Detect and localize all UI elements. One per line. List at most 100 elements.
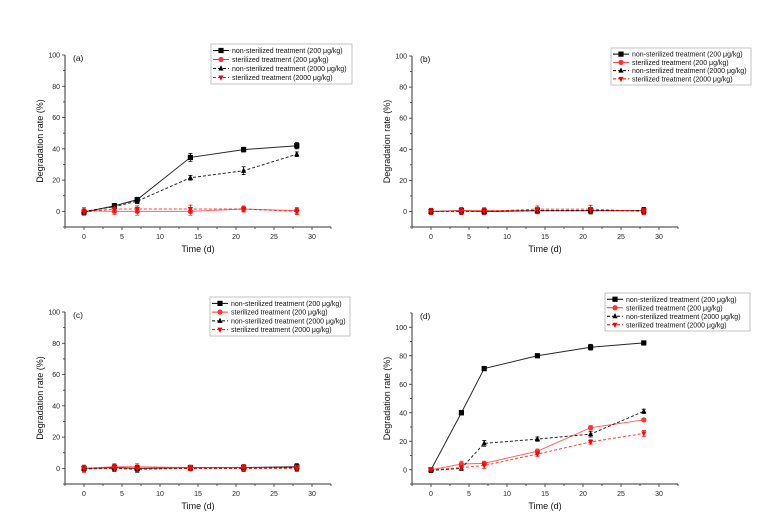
data-point: [187, 466, 193, 472]
legend-marker: [618, 51, 624, 57]
legend-label: sterilized treatment (2000 μg/kg): [626, 322, 727, 329]
x-tick-label: 30: [655, 491, 663, 498]
x-tick-label: 25: [617, 234, 625, 241]
data-point: [641, 417, 647, 423]
data-point: [641, 340, 647, 346]
x-tick-label: 20: [232, 491, 240, 498]
data-point: [294, 143, 300, 149]
data-point: [481, 463, 487, 469]
x-tick-label: 15: [194, 234, 202, 241]
legend: non-sterilized treatment (200 μg/kg) ster…: [210, 43, 353, 85]
legend-marker: [217, 327, 223, 333]
x-tick-label: 5: [120, 491, 124, 498]
legend-label: sterilized treatment (2000 μg/kg): [632, 76, 733, 83]
series-line: [83, 153, 297, 212]
legend-label: non-sterilized treatment (2000 μg/kg): [231, 318, 346, 325]
data-point: [81, 467, 87, 473]
data-point: [534, 207, 540, 213]
data-point: [241, 207, 247, 213]
data-point: [641, 431, 647, 437]
x-tick-label: 10: [156, 491, 164, 498]
legend-marker: [218, 65, 224, 71]
y-tick-label: 0: [403, 467, 407, 474]
x-tick-label: 20: [579, 491, 587, 498]
x-tick-label: 10: [156, 234, 164, 241]
legend-label: non-sterilized treatment (2000 μg/kg): [632, 68, 747, 75]
y-tick-label: 0: [56, 209, 60, 216]
x-axis-title: Time (d): [181, 501, 214, 511]
legend-marker: [218, 75, 224, 81]
data-point: [187, 174, 193, 180]
y-tick-label: 60: [399, 382, 407, 389]
x-tick-label: 10: [503, 491, 511, 498]
legend-marker: [218, 56, 224, 63]
legend-label: sterilized treatment (200 μg/kg): [231, 310, 328, 317]
y-tick-label: 0: [403, 209, 407, 216]
x-tick-label: 0: [82, 491, 86, 498]
data-point: [588, 344, 594, 350]
panel-label: (a): [73, 53, 84, 63]
y-tick-label: 80: [52, 341, 60, 348]
legend-label: sterilized treatment (2000 μg/kg): [231, 327, 332, 334]
data-point: [534, 452, 540, 458]
panel-label: (c): [73, 310, 83, 320]
legend-box: [210, 43, 353, 85]
y-tick-label: 60: [399, 116, 407, 123]
x-tick-label: 30: [655, 234, 663, 241]
data-point: [641, 408, 647, 414]
y-tick-label: 20: [399, 439, 407, 446]
data-point: [134, 198, 140, 204]
x-tick-label: 15: [541, 234, 549, 241]
y-tick-label: 100: [48, 310, 60, 317]
y-axis-title: Degradation rate (%): [382, 357, 392, 441]
data-point: [588, 430, 594, 437]
series-line: [83, 208, 297, 213]
x-tick-label: 15: [194, 491, 202, 498]
data-point: [534, 353, 540, 359]
legend-marker: [612, 322, 618, 328]
data-point: [134, 466, 140, 472]
data-point: [241, 147, 247, 153]
series-3: [81, 464, 300, 473]
legend-label: non-sterilized treatment (2000 μg/kg): [626, 314, 741, 321]
data-point: [588, 425, 594, 431]
series-1: [428, 417, 647, 473]
series-line: [83, 467, 297, 470]
legend-marker: [612, 313, 618, 319]
legend-marker: [618, 67, 624, 73]
legend-label: non-sterilized treatment (2000 μg/kg): [232, 66, 347, 73]
x-tick-label: 5: [120, 234, 124, 241]
legend-label: sterilized treatment (2000 μg/kg): [232, 75, 333, 82]
x-tick-label: 25: [270, 234, 278, 241]
panel-label: (b): [420, 54, 431, 64]
data-point: [294, 466, 300, 472]
panel-b: 0 20 40 60 80 100 0 5 10 15 20 25 30 Time (d) Degradat…: [382, 47, 752, 254]
legend-marker: [217, 317, 223, 323]
legend-label: sterilized treatment (200 μg/kg): [626, 305, 723, 312]
data-point: [458, 410, 464, 416]
y-tick-label: 80: [52, 84, 60, 91]
y-tick-label: 40: [52, 146, 60, 153]
series-line: [83, 466, 297, 469]
data-point: [111, 466, 117, 472]
y-tick-label: 40: [52, 403, 60, 410]
legend: non-sterilized treatment (200 μg/kg) ster…: [209, 296, 351, 337]
x-tick-label: 5: [467, 234, 471, 241]
legend-label: non-sterilized treatment (200 μg/kg): [632, 52, 743, 59]
legend-label: non-sterilized treatment (200 μg/kg): [231, 301, 342, 308]
legend-marker: [618, 59, 624, 65]
data-point: [241, 167, 247, 173]
panel-c: 0 20 40 60 80 100 0 5 10 15 20 25 30 Time (d) Degradat…: [35, 296, 351, 511]
data-point: [111, 207, 117, 213]
x-axis-title: Time (d): [181, 244, 214, 254]
x-tick-label: 0: [429, 491, 433, 498]
y-tick-label: 40: [399, 410, 407, 417]
y-tick-label: 100: [395, 54, 407, 61]
x-tick-label: 20: [232, 234, 240, 241]
data-point: [458, 209, 464, 215]
y-tick-label: 20: [52, 435, 60, 442]
series-line: [83, 208, 297, 212]
x-tick-label: 25: [270, 491, 278, 498]
legend-marker: [218, 47, 224, 54]
